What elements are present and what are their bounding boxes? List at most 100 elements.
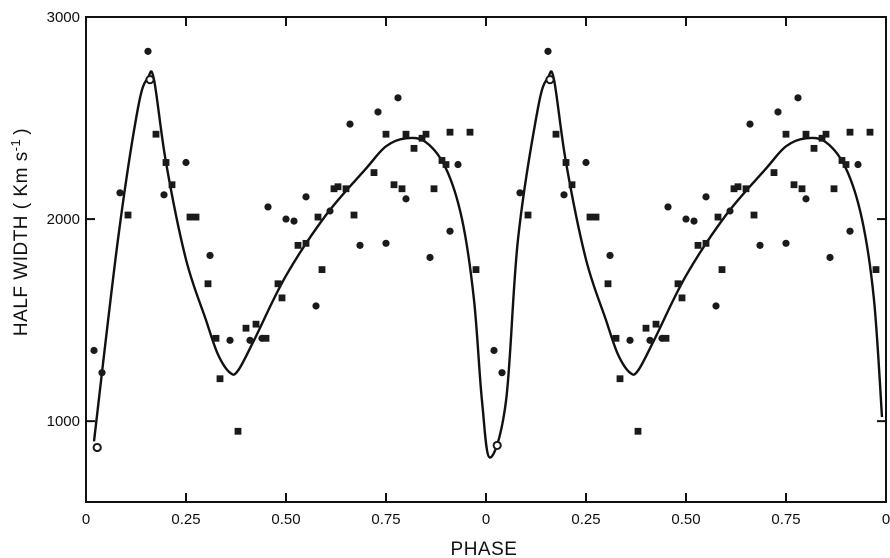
data-point-square	[318, 266, 326, 274]
data-point-square	[866, 128, 874, 136]
data-point-square	[466, 128, 474, 136]
data-point-square	[810, 144, 818, 152]
x-tick-label: 0.75	[771, 511, 800, 528]
data-point-circle	[454, 160, 462, 169]
data-point-circle	[606, 251, 614, 260]
x-tick-label: 0.75	[371, 511, 400, 528]
data-point-circle	[782, 239, 790, 247]
x-tick-label: 0	[82, 511, 90, 528]
data-point-square	[274, 280, 282, 288]
data-point-square	[330, 185, 338, 193]
data-point-square	[168, 181, 176, 189]
data-point-circle	[802, 195, 810, 203]
data-point-circle	[402, 195, 410, 203]
data-point-square	[152, 130, 160, 138]
data-point-square	[846, 128, 854, 136]
data-point-circle	[490, 346, 498, 355]
data-point-square	[718, 266, 726, 274]
data-point-square	[592, 213, 600, 221]
data-point-circle	[712, 302, 720, 310]
data-point-square	[334, 183, 342, 191]
data-point-square	[634, 427, 642, 435]
data-point-square	[694, 241, 702, 249]
data-point-square	[382, 130, 390, 138]
data-point-square	[252, 320, 260, 328]
data-point-circle	[374, 108, 382, 116]
data-point-circle	[246, 336, 254, 344]
data-point-circle	[446, 227, 454, 235]
data-point-circle	[302, 193, 310, 201]
data-point-open-circle	[545, 75, 555, 85]
data-point-open-circle	[92, 442, 102, 453]
data-point-circle	[98, 369, 106, 377]
data-point-square	[438, 157, 446, 164]
x-tick-label: 0.25	[171, 511, 200, 528]
data-point-square	[750, 211, 758, 219]
data-point-square	[742, 185, 750, 193]
data-point-circle	[346, 120, 354, 128]
x-tick-label: 0.50	[671, 511, 700, 528]
data-points	[90, 47, 880, 453]
data-point-square	[234, 427, 242, 435]
data-point-circle	[544, 47, 552, 55]
data-point-square	[802, 130, 810, 138]
data-point-square	[472, 266, 480, 274]
data-point-circle	[690, 217, 698, 225]
data-point-square	[838, 157, 846, 164]
data-point-square	[734, 183, 742, 191]
data-point-square	[192, 213, 200, 221]
data-point-circle	[394, 94, 402, 102]
data-point-square	[446, 128, 454, 136]
data-point-circle	[516, 189, 524, 197]
data-point-circle	[282, 215, 290, 223]
data-point-square	[604, 280, 612, 288]
axis-ticks	[85, 16, 887, 502]
data-point-square	[842, 161, 850, 168]
data-point-square	[642, 324, 650, 332]
data-point-circle	[160, 191, 168, 199]
data-point-square	[818, 134, 826, 142]
data-point-square	[770, 169, 778, 177]
x-tick-label: 0	[482, 511, 490, 528]
data-point-circle	[854, 160, 862, 169]
data-point-square	[342, 185, 350, 193]
data-point-square	[612, 334, 620, 342]
data-point-circle	[702, 193, 710, 201]
data-point-square	[562, 159, 570, 166]
data-point-square	[616, 375, 624, 383]
data-point-square	[586, 213, 594, 221]
data-point-circle	[726, 207, 734, 215]
data-point-circle	[312, 302, 320, 310]
data-point-square	[798, 185, 806, 193]
data-point-square	[442, 161, 450, 168]
data-point-circle	[116, 189, 124, 197]
data-point-square	[430, 185, 438, 193]
data-point-square	[314, 213, 322, 221]
data-point-square	[294, 241, 302, 249]
data-point-square	[524, 211, 532, 219]
data-point-circle	[682, 215, 690, 223]
x-axis-title: PHASE	[451, 539, 518, 558]
data-point-circle	[326, 207, 334, 215]
y-tick-label: 1000	[47, 413, 80, 430]
y-axis-title-superscript: -1	[8, 139, 23, 152]
data-point-circle	[746, 120, 754, 128]
y-tick-label: 2000	[47, 211, 80, 228]
y-axis-title: HALF WIDTH ( Km s-1)	[8, 128, 32, 336]
data-point-square	[418, 134, 426, 142]
data-point-square	[568, 181, 576, 189]
data-point-square	[162, 159, 170, 166]
y-axis-title-close: )	[11, 128, 32, 135]
data-point-square	[390, 181, 398, 189]
data-point-circle	[264, 203, 272, 211]
data-point-square	[216, 375, 224, 383]
plot-border	[85, 16, 887, 503]
plot-frame	[85, 16, 887, 503]
data-point-circle	[182, 158, 190, 167]
data-point-square	[262, 334, 270, 342]
data-point-square	[790, 181, 798, 189]
data-point-circle	[90, 346, 98, 355]
data-point-square	[242, 324, 250, 332]
data-point-square	[422, 130, 430, 138]
